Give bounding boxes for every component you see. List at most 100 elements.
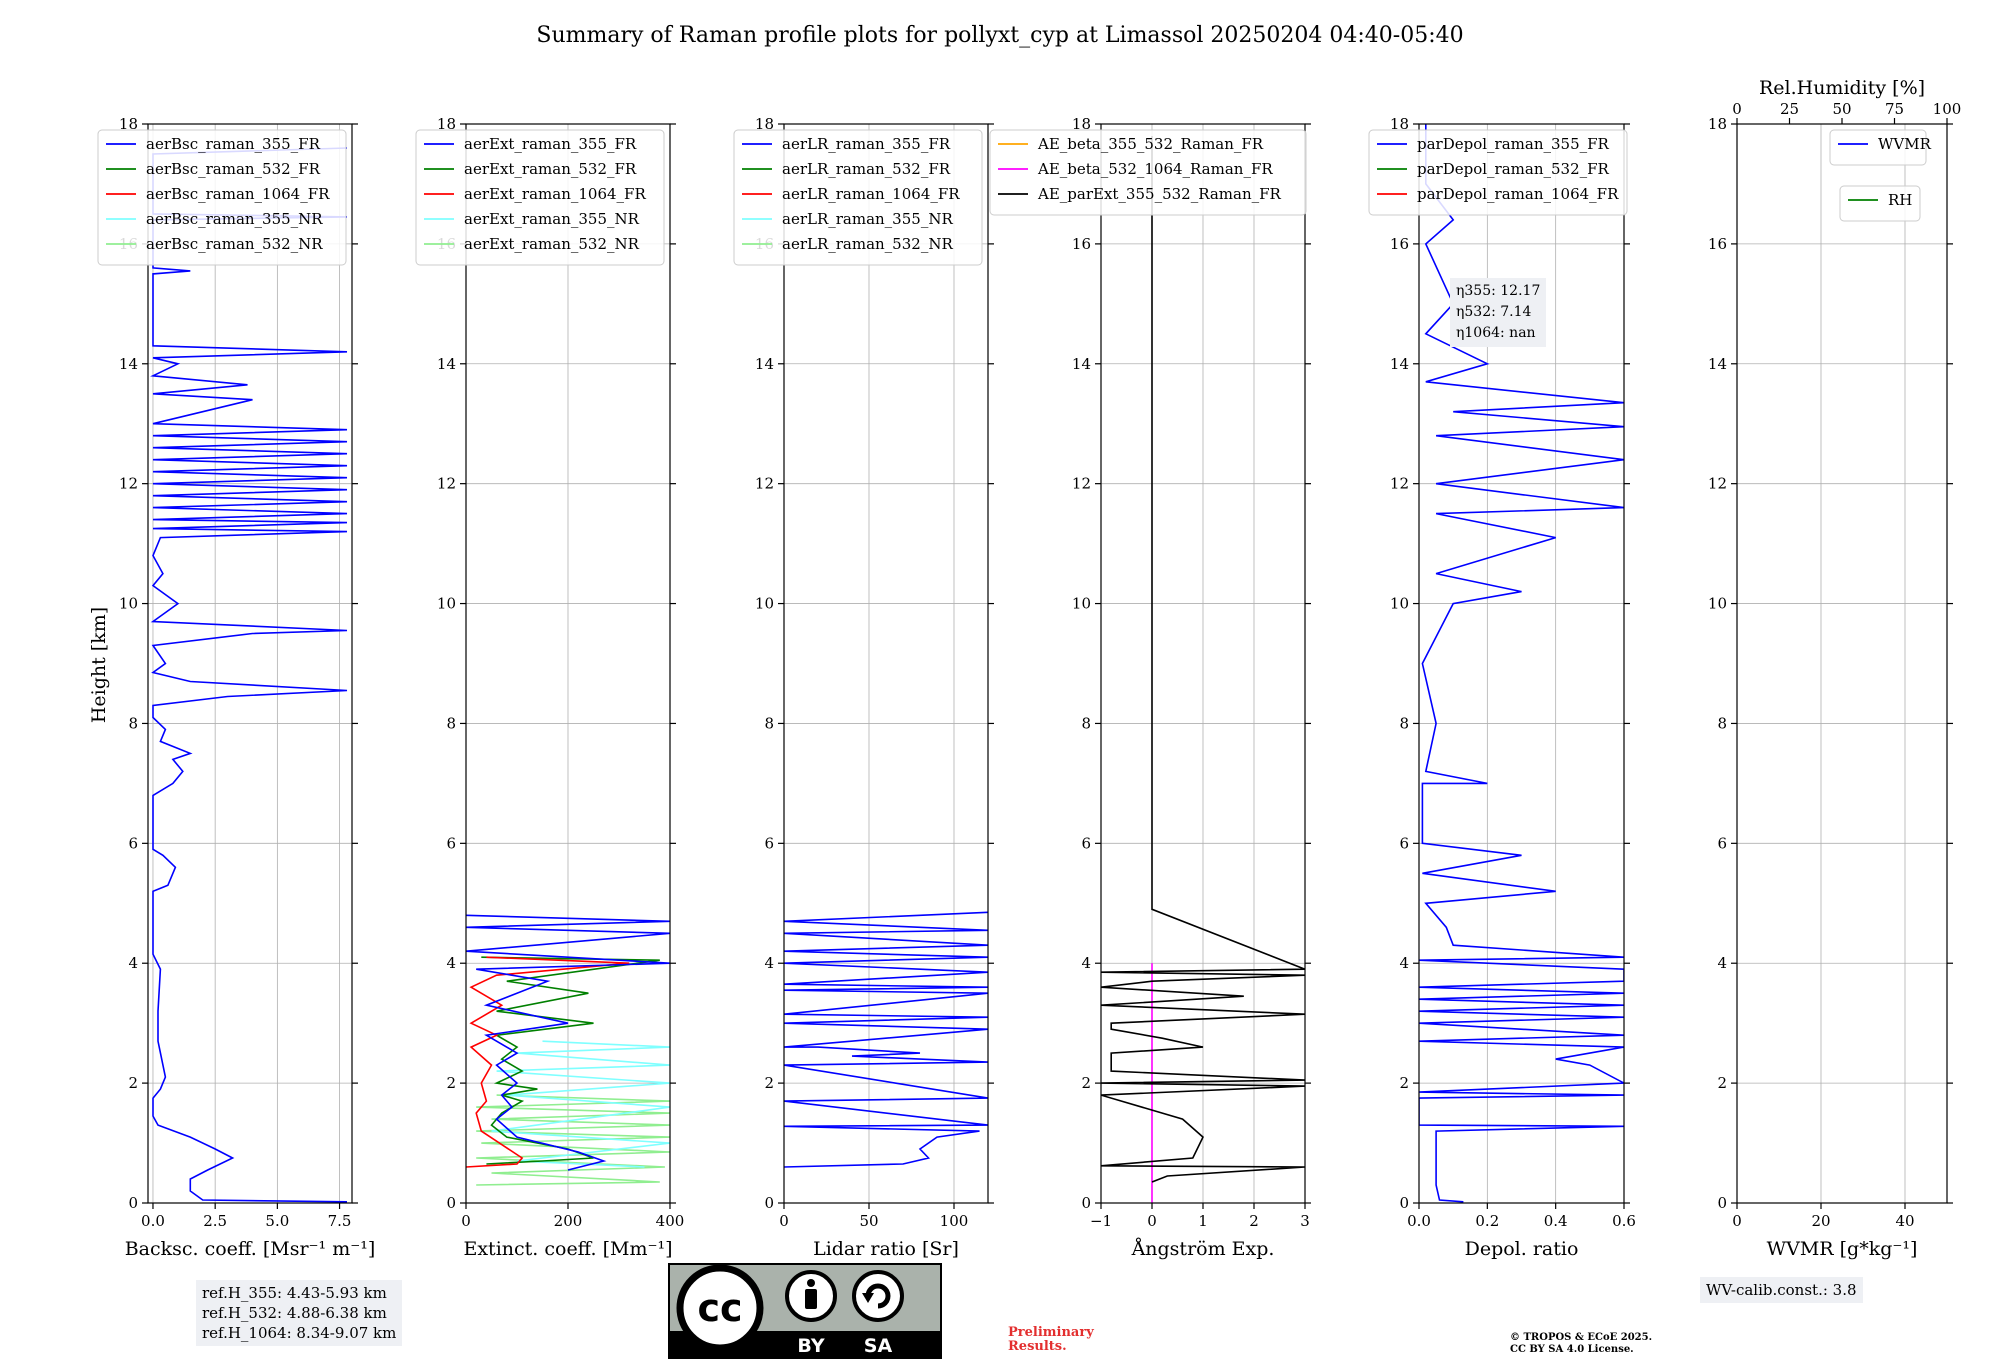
y-tick-label: 18 bbox=[437, 115, 456, 133]
y-tick-label: 6 bbox=[1717, 834, 1727, 852]
cc-by-sa-license-icon: cc BY SA bbox=[668, 1263, 942, 1359]
legend-box bbox=[97, 129, 347, 266]
legend-label: AE_beta_532_1064_Raman_FR bbox=[1037, 160, 1273, 178]
x-tick-label: 0 bbox=[1147, 1212, 1157, 1230]
panel-2: 0246810121416180200400Extinct. coeff. [M… bbox=[415, 115, 685, 1260]
x-tick-label: 0 bbox=[779, 1212, 789, 1230]
y-tick-label: 18 bbox=[1072, 115, 1091, 133]
y-tick-label: 6 bbox=[764, 834, 774, 852]
preliminary-line-2: Results. bbox=[1008, 1339, 1067, 1354]
legend-label: aerExt_raman_355_FR bbox=[464, 135, 637, 153]
legend-label: WVMR bbox=[1878, 135, 1932, 153]
x-axis-label: Backsc. coeff. [Msr⁻¹ m⁻¹] bbox=[125, 1238, 376, 1260]
x-axis-label: Ångström Exp. bbox=[1131, 1238, 1275, 1260]
x-tick-label: 100 bbox=[940, 1212, 969, 1230]
plot-area bbox=[784, 124, 988, 1203]
panel-3: 024681012141618050100Lidar ratio [Sr]aer… bbox=[733, 115, 994, 1260]
plot-area bbox=[1737, 124, 1947, 1203]
x-tick-label: 200 bbox=[554, 1212, 583, 1230]
y-tick-label: 8 bbox=[1717, 714, 1727, 732]
top-x-tick-label: 25 bbox=[1780, 100, 1799, 118]
y-tick-label: 4 bbox=[1399, 954, 1409, 972]
plot-frame bbox=[1418, 123, 1625, 1204]
y-tick-label: 10 bbox=[437, 595, 456, 613]
x-axis-label: WVMR [g*kg⁻¹] bbox=[1767, 1238, 1918, 1260]
figure-title: Summary of Raman profile plots for polly… bbox=[536, 23, 1463, 48]
y-tick-label: 12 bbox=[1708, 475, 1727, 493]
y-tick-label: 12 bbox=[437, 475, 456, 493]
y-tick-label: 2 bbox=[128, 1074, 138, 1092]
y-tick-label: 8 bbox=[1081, 714, 1091, 732]
y-tick-label: 14 bbox=[119, 355, 138, 373]
x-axis-label: Extinct. coeff. [Mm⁻¹] bbox=[463, 1238, 672, 1260]
y-tick-label: 10 bbox=[755, 595, 774, 613]
y-tick-label: 8 bbox=[128, 714, 138, 732]
legend-box bbox=[733, 129, 983, 266]
copyright-note: © TROPOS & ECoE 2025. CC BY SA 4.0 Licen… bbox=[1510, 1332, 1652, 1356]
y-tick-label: 0 bbox=[764, 1194, 774, 1212]
cc-logo-text: cc bbox=[697, 1286, 742, 1330]
legend-label: aerBsc_raman_1064_FR bbox=[146, 185, 330, 203]
x-tick-label: 2.5 bbox=[203, 1212, 227, 1230]
x-tick-label: 3 bbox=[1300, 1212, 1310, 1230]
eta-355: η355: 12.17 bbox=[1456, 283, 1541, 299]
y-tick-label: 6 bbox=[446, 834, 456, 852]
data-layer bbox=[466, 914, 670, 1186]
legend-label: AE_parExt_355_532_Raman_FR bbox=[1037, 185, 1282, 203]
x-tick-label: 0.6 bbox=[1612, 1212, 1636, 1230]
y-tick-label: 12 bbox=[119, 475, 138, 493]
legend-label: aerLR_raman_532_FR bbox=[782, 160, 951, 178]
cc-sa-label: SA bbox=[864, 1335, 893, 1357]
legend-label: parDepol_raman_1064_FR bbox=[1417, 185, 1619, 203]
y-tick-label: 2 bbox=[1081, 1074, 1091, 1092]
y-tick-label: 4 bbox=[128, 954, 138, 972]
plot-frame bbox=[783, 123, 989, 1204]
panel-5: 0 2 4 6 8 10 12 14 16 18 0.0 0.2 0.4 0.6 Depol. ratio p… bbox=[1368, 115, 1636, 1260]
y-tick-label: 14 bbox=[437, 355, 456, 373]
legend-label: aerBsc_raman_355_NR bbox=[146, 210, 323, 228]
y-tick-label: 14 bbox=[1390, 355, 1409, 373]
preliminary-note: Preliminary Results. bbox=[1008, 1326, 1094, 1354]
legend-label: aerExt_raman_532_FR bbox=[464, 160, 637, 178]
series-parDepol_raman_355_FR bbox=[1419, 124, 1624, 1203]
y-tick-label: 0 bbox=[128, 1194, 138, 1212]
legend-label: aerExt_raman_355_NR bbox=[464, 210, 640, 228]
legend-label: aerLR_raman_532_NR bbox=[782, 235, 953, 253]
legend-box bbox=[1829, 129, 1927, 166]
y-tick-label: 0 bbox=[446, 1194, 456, 1212]
legend-box bbox=[989, 129, 1307, 216]
y-tick-label: 10 bbox=[1708, 595, 1727, 613]
wv-calibration-constant: WV-calib.const.: 3.8 bbox=[1706, 1281, 1857, 1299]
series-aerBsc_raman_355_FR bbox=[150, 147, 348, 1203]
top-x-tick-label: 0 bbox=[1732, 100, 1742, 118]
x-tick-label: 0.2 bbox=[1475, 1212, 1499, 1230]
y-tick-label: 12 bbox=[1072, 475, 1091, 493]
plot-area bbox=[148, 124, 352, 1203]
x-tick-label: 1 bbox=[1198, 1212, 1208, 1230]
data-layer bbox=[784, 911, 988, 1168]
reference-height-box: ref.H_355: 4.43-5.93 km ref.H_532: 4.88-… bbox=[196, 1280, 403, 1346]
legend-box bbox=[1839, 185, 1921, 222]
top-x-tick-label: 100 bbox=[1933, 100, 1962, 118]
x-tick-label: 40 bbox=[1895, 1212, 1914, 1230]
y-tick-label: 6 bbox=[1399, 834, 1409, 852]
eta-box: η355: 12.17 η532: 7.14 η1064: nan bbox=[1450, 278, 1547, 347]
y-tick-label: 6 bbox=[128, 834, 138, 852]
y-tick-label: 18 bbox=[755, 115, 774, 133]
cc-by-label: BY bbox=[797, 1335, 824, 1357]
data-layer bbox=[150, 147, 348, 1203]
y-tick-label: 12 bbox=[1390, 475, 1409, 493]
y-tick-label: 16 bbox=[1072, 235, 1091, 253]
y-tick-label: 10 bbox=[119, 595, 138, 613]
legend-label: parDepol_raman_355_FR bbox=[1417, 135, 1610, 153]
data-layer bbox=[1419, 124, 1624, 1203]
x-tick-label: 2 bbox=[1249, 1212, 1259, 1230]
legend-label: aerExt_raman_532_NR bbox=[464, 235, 640, 253]
x-tick-label: 400 bbox=[656, 1212, 685, 1230]
series-aerExt_raman_1064_FR bbox=[466, 956, 630, 1168]
y-tick-label: 4 bbox=[446, 954, 456, 972]
legend-label: aerBsc_raman_532_NR bbox=[146, 235, 323, 253]
y-tick-label: 18 bbox=[1708, 115, 1727, 133]
x-tick-label: 7.5 bbox=[328, 1212, 352, 1230]
